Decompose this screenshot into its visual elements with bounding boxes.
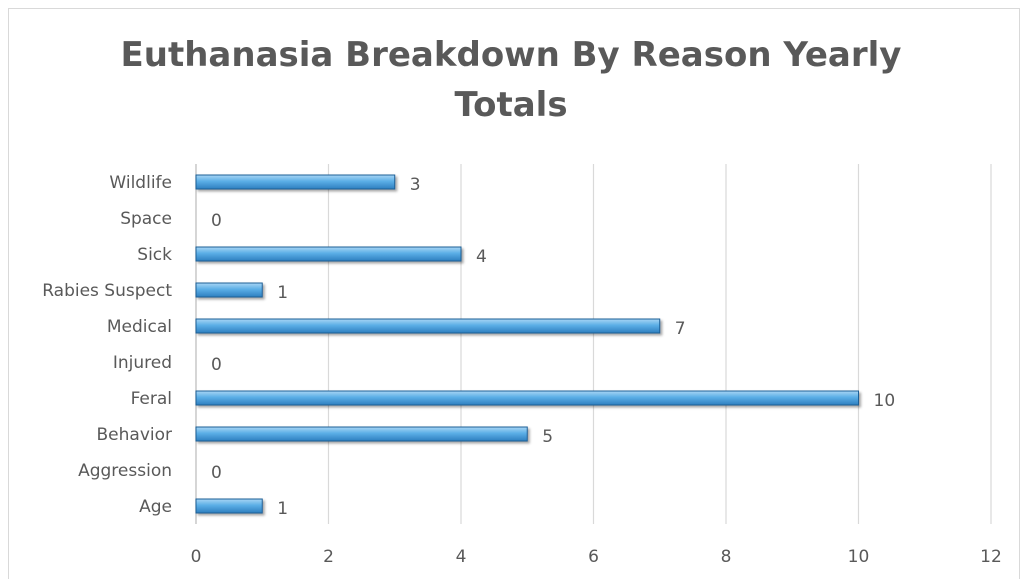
x-tick-label: 10 [848, 547, 870, 567]
bar [195, 318, 661, 334]
data-label: 0 [211, 355, 222, 375]
data-label: 4 [476, 247, 487, 267]
category-label: Medical [107, 317, 172, 337]
data-label: 7 [675, 319, 686, 339]
bar [195, 246, 462, 262]
chart-title-line-1: Euthanasia Breakdown By Reason Yearly [120, 35, 902, 75]
bar [195, 282, 263, 298]
x-tick-label: 6 [588, 547, 599, 567]
chart-frame [8, 8, 1020, 579]
data-label: 5 [542, 427, 553, 447]
category-label: Rabies Suspect [42, 281, 172, 301]
x-tick-label: 12 [980, 547, 1002, 567]
category-label: Wildlife [109, 173, 172, 193]
data-label: 0 [211, 211, 222, 231]
bar [195, 174, 396, 190]
data-label: 1 [277, 283, 288, 303]
bar [195, 426, 528, 442]
data-label: 0 [211, 463, 222, 483]
category-label: Space [120, 209, 172, 229]
x-tick-label: 0 [191, 547, 202, 567]
bars [195, 174, 859, 514]
x-tick-label: 8 [721, 547, 732, 567]
data-label: 10 [874, 391, 896, 411]
bar [195, 498, 263, 514]
x-tick-label: 2 [323, 547, 334, 567]
gridlines [195, 164, 992, 524]
category-label: Sick [137, 245, 172, 265]
category-label: Behavior [97, 425, 173, 445]
category-label: Feral [131, 389, 172, 409]
bar [195, 390, 859, 406]
category-label: Injured [113, 353, 172, 373]
chart-title-line-2: Totals [454, 85, 568, 125]
category-label: Aggression [78, 461, 172, 481]
category-label: Age [139, 497, 172, 517]
chart-title: Euthanasia Breakdown By Reason Yearly To… [0, 30, 1022, 130]
data-label: 3 [410, 175, 421, 195]
x-tick-label: 4 [456, 547, 467, 567]
data-label: 1 [277, 499, 288, 519]
